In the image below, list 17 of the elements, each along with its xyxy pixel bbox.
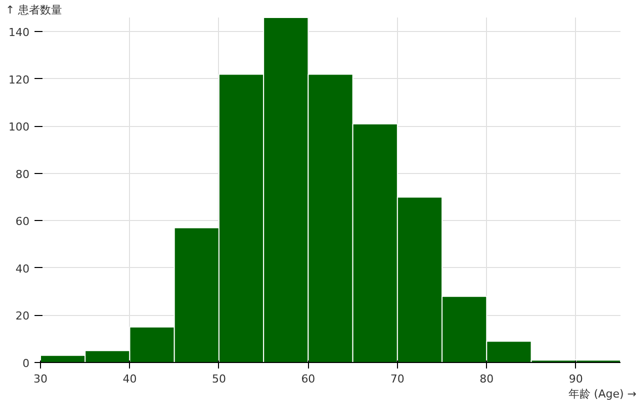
x-tick-label: 90 bbox=[568, 372, 583, 386]
y-tick-label: 0 bbox=[22, 357, 30, 370]
y-tick-label: 20 bbox=[16, 310, 30, 323]
y-tick-label: 60 bbox=[16, 215, 30, 228]
y-tick-label: 100 bbox=[8, 120, 30, 134]
y-tick-label: 40 bbox=[16, 262, 30, 276]
y-tick-label: 140 bbox=[8, 26, 30, 40]
x-tick-label: 70 bbox=[390, 372, 404, 386]
x-tick-label: 30 bbox=[34, 372, 48, 386]
y-tick-label: 80 bbox=[16, 168, 30, 181]
x-tick-label: 80 bbox=[480, 372, 494, 386]
x-tick-label: 50 bbox=[212, 372, 226, 386]
y-axis-title: ↑ 患者数量 bbox=[6, 4, 62, 16]
x-tick-label: 60 bbox=[301, 372, 316, 386]
x-axis-title: 年龄 (Age) → bbox=[568, 388, 637, 400]
x-tick-label: 40 bbox=[122, 372, 137, 386]
y-tick-label: 120 bbox=[8, 73, 30, 86]
